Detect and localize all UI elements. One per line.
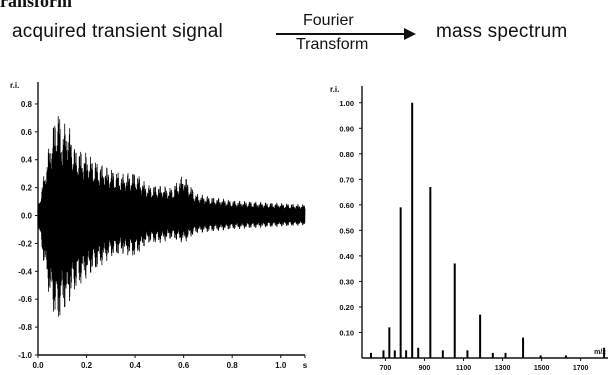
x-tick-label: 0.6	[178, 361, 190, 370]
mass-spectrum-chart: r.i. m/z 0.10 0.20 0.30 0.40 0.50 0.60 0.70 0.80 0…	[330, 85, 608, 372]
y-axis-label: r.i.	[330, 85, 339, 94]
y-tick-label: 0.60	[339, 201, 354, 210]
y-tick-label: 0.90	[339, 124, 354, 133]
transient-signal-caption: acquired transient signal	[12, 21, 223, 42]
y-tick-label: 0.8	[21, 100, 33, 109]
y-tick-label: -0.8	[18, 323, 32, 332]
signal-trace	[37, 116, 306, 317]
y-tick-label: -0.4	[18, 267, 32, 276]
right-arrow-icon	[404, 28, 416, 40]
y-tick-label: 0.6	[21, 128, 33, 137]
x-tick-label: 1.0	[275, 361, 287, 370]
y-tick-label: -0.2	[18, 239, 32, 248]
x-tick-label: 0.4	[130, 361, 142, 370]
x-tick-label: 1300	[495, 365, 511, 372]
transient-signal-chart: r.i.0.80.60.40.20.0-0.2-0.4-0.6-0.8-1.00…	[10, 81, 308, 370]
y-tick-label: 0.20	[339, 303, 354, 312]
x-tick-label: s	[303, 361, 308, 370]
y-tick-label: 0.10	[339, 328, 354, 337]
x-tick-label: 900	[419, 365, 431, 372]
x-tick-label: 0.2	[81, 361, 93, 370]
x-tick-label: 1500	[534, 365, 550, 372]
fourier-label: Fourier	[303, 12, 354, 29]
y-tick-label: 0.50	[339, 226, 354, 235]
x-tick-label: 0.8	[227, 361, 239, 370]
y-tick-label: 1.00	[339, 99, 354, 108]
y-tick-label: 0.40	[339, 252, 354, 261]
y-tick-label: 0.4	[21, 156, 33, 165]
x-tick-label: 700	[380, 365, 392, 372]
y-axis-label: r.i.	[10, 81, 19, 90]
x-tick-label: 0.0	[32, 361, 44, 370]
clipped-heading: ransform	[0, 0, 72, 11]
y-tick-label: 0.30	[339, 277, 354, 286]
fourier-arrow-shaft	[276, 33, 408, 35]
y-tick-label: -1.0	[18, 351, 32, 360]
x-axis-label: m/z	[594, 349, 606, 356]
x-tick-label: 1700	[573, 365, 589, 372]
mass-spectrum-caption: mass spectrum	[436, 21, 568, 42]
y-tick-label: -0.6	[18, 295, 32, 304]
y-tick-label: 0.80	[339, 150, 354, 159]
y-tick-label: 0.0	[21, 212, 33, 221]
x-tick-label: 1100	[456, 365, 471, 372]
y-tick-label: 0.2	[21, 184, 33, 193]
transform-label: Transform	[296, 36, 369, 53]
y-tick-label: 0.70	[339, 175, 354, 184]
